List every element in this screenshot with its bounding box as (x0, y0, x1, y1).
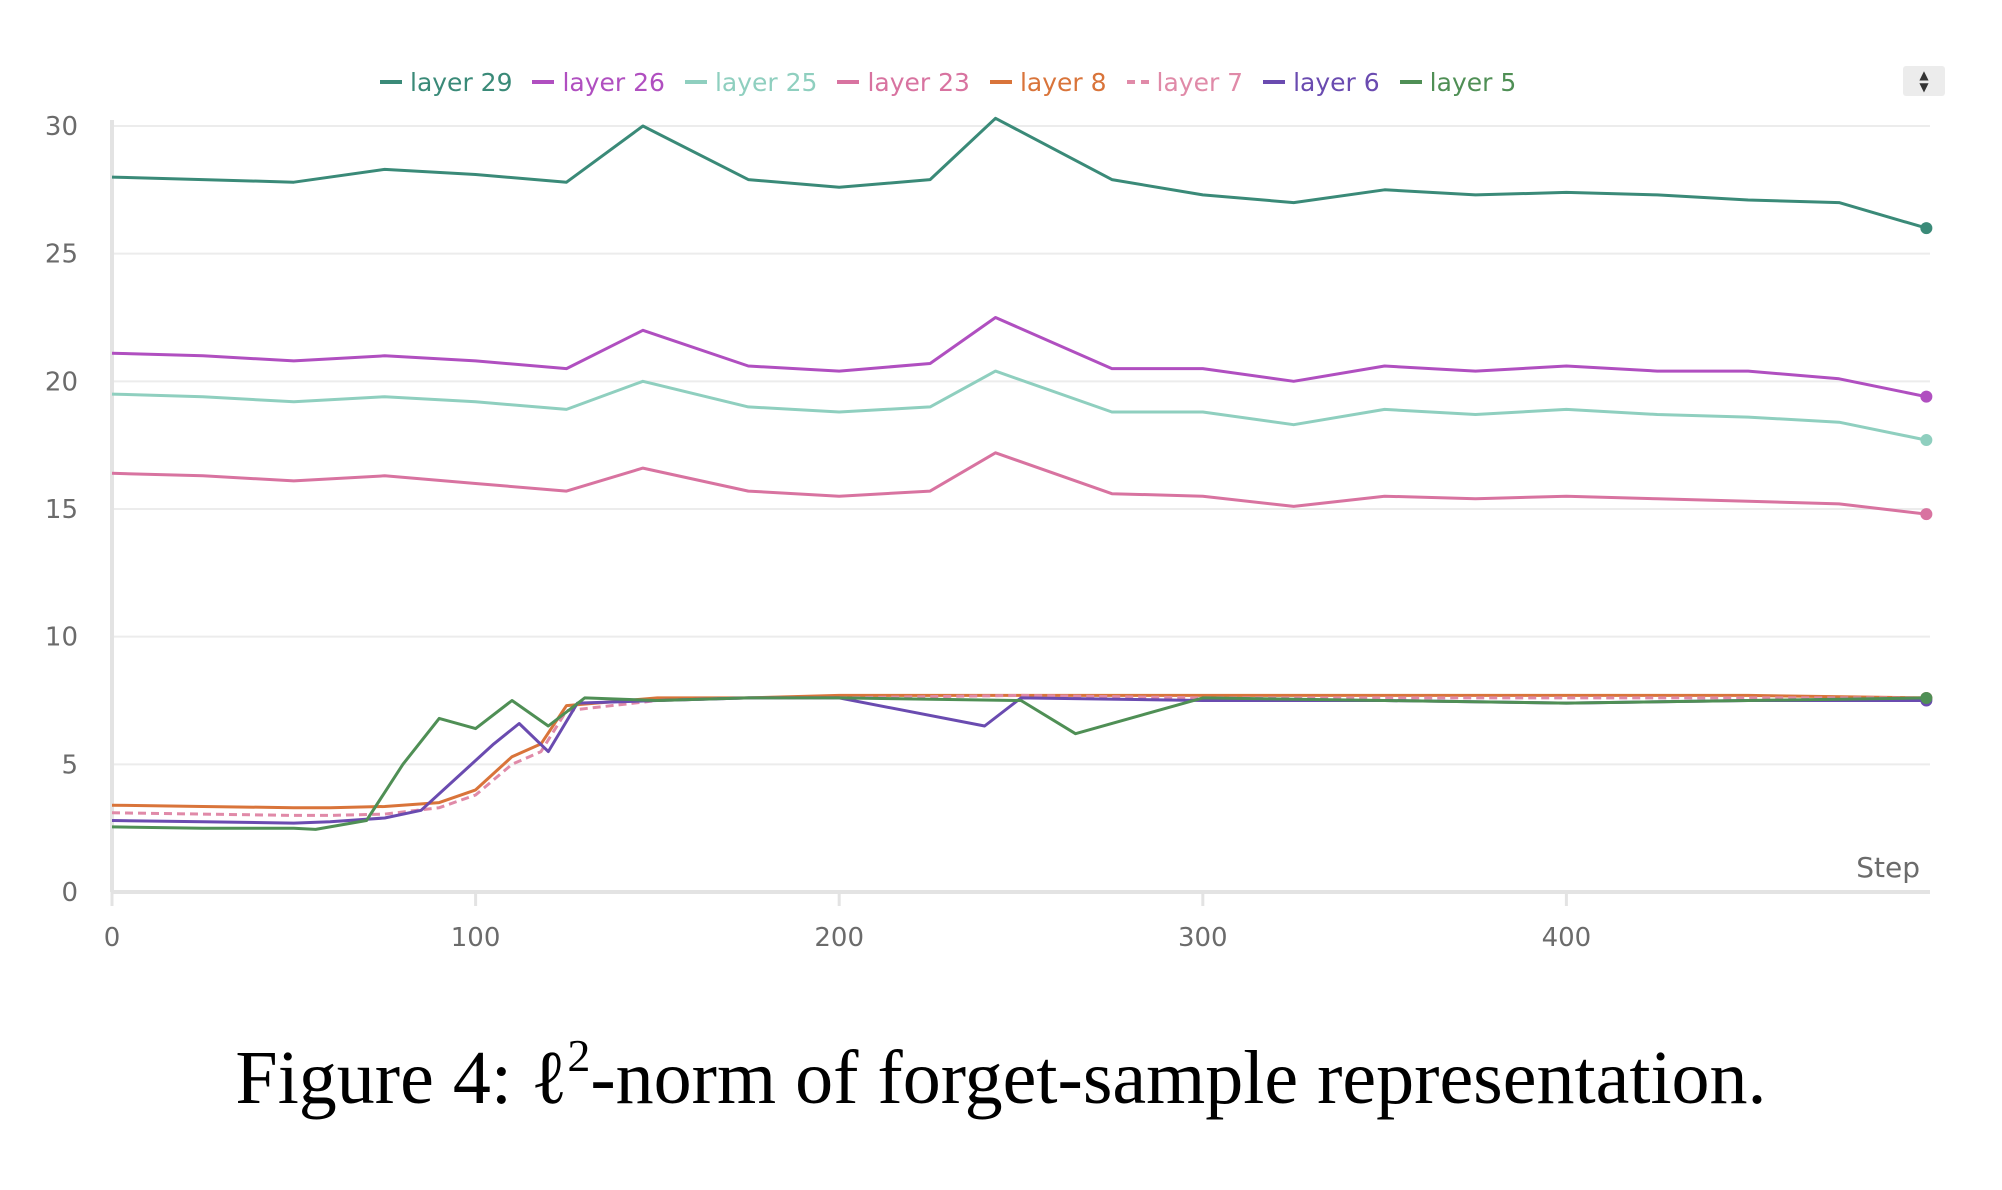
legend-swatch (989, 80, 1012, 84)
legend-item-layer-23[interactable]: layer 23 (837, 67, 970, 97)
legend-item-layer-7[interactable]: layer 7 (1126, 67, 1244, 97)
x-axis-label: Step (1856, 851, 1920, 884)
series-group (111, 116, 1933, 831)
figure-caption: Figure 4: ℓ2-norm of forget-sample repre… (0, 1030, 2002, 1122)
chevron-down-icon[interactable]: ▼ (1919, 80, 1929, 94)
caption-suffix: -norm of forget-sample representation. (590, 1036, 1767, 1120)
series-line-layer-25 (111, 369, 1927, 442)
y-tick-label: 30 (45, 112, 78, 142)
legend-label: layer 6 (1293, 67, 1380, 97)
series-line-layer-26 (111, 316, 1927, 399)
series-endpoint-layer-26 (1920, 390, 1933, 403)
y-tick-label: 15 (45, 495, 78, 525)
legend-label: layer 7 (1156, 67, 1244, 97)
series-line-layer-6 (111, 696, 1927, 825)
legend-swatch (532, 80, 555, 84)
legend-label: layer 26 (562, 67, 665, 97)
series-line-layer-7 (111, 693, 1927, 817)
series-line-layer-5 (111, 696, 1927, 831)
series-endpoint-layer-23 (1920, 508, 1933, 521)
x-tick-label: 0 (104, 923, 121, 953)
legend-item-layer-25[interactable]: layer 25 (684, 67, 818, 97)
legend-swatch (684, 80, 707, 84)
series-line-layer-29 (111, 116, 1927, 230)
chevron-up-icon[interactable]: ▲ (1919, 68, 1929, 82)
y-tick-label: 20 (45, 367, 78, 397)
y-tick-label: 10 (45, 623, 78, 653)
legend-swatch (380, 80, 402, 84)
legend-item-layer-26[interactable]: layer 26 (532, 67, 665, 97)
legend-item-layer-29[interactable]: layer 29 (380, 68, 512, 97)
legend-label: layer 23 (867, 67, 970, 97)
y-tick-label: 0 (61, 878, 78, 908)
y-tick-label: 25 (45, 240, 78, 270)
legend-label: layer 25 (714, 67, 818, 97)
legend-label: layer 8 (1019, 67, 1107, 97)
series-endpoint-layer-5 (1920, 691, 1933, 704)
legend-swatch (1263, 80, 1286, 84)
legend-item-layer-5[interactable]: layer 5 (1399, 67, 1517, 97)
grid (112, 125, 1930, 766)
x-tick-label: 100 (451, 923, 501, 953)
legend-label: layer 29 (410, 67, 513, 97)
x-tick-label: 200 (814, 923, 864, 953)
legend-swatch (1126, 80, 1149, 84)
x-tick-label: 400 (1542, 923, 1592, 953)
series-endpoint-layer-25 (1920, 434, 1933, 447)
legend-label: layer 5 (1429, 67, 1517, 97)
series-line-layer-8 (111, 693, 1927, 810)
legend-scroll-control[interactable]: ▲ ▼ (1903, 66, 1945, 96)
legend-swatch (1399, 80, 1422, 84)
series-line-layer-23 (111, 451, 1927, 516)
legend-swatch (837, 80, 860, 84)
legend: layer 29 layer 26 layer 25 layer 23 layer 8 l… (380, 62, 1516, 102)
y-tick-label: 5 (61, 750, 78, 780)
series-endpoint-layer-29 (1920, 222, 1933, 235)
caption-prefix: Figure 4: ℓ (235, 1036, 568, 1120)
caption-superscript: 2 (567, 1030, 591, 1081)
legend-item-layer-8[interactable]: layer 8 (989, 67, 1107, 97)
legend-item-layer-6[interactable]: layer 6 (1263, 68, 1380, 97)
x-tick-label: 300 (1178, 923, 1228, 953)
